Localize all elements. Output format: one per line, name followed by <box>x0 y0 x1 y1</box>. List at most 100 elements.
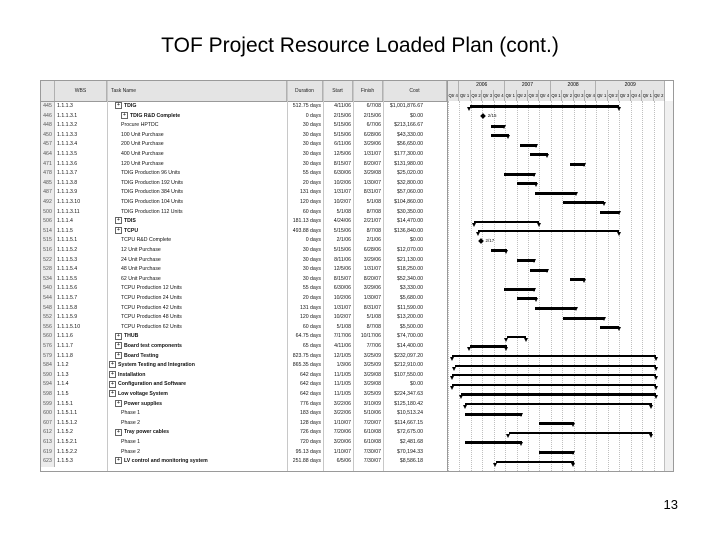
gantt-task-bar[interactable] <box>517 182 537 186</box>
gantt-task-bar[interactable] <box>504 172 535 176</box>
gantt-task-bar[interactable] <box>491 134 509 138</box>
gantt-task-bar[interactable] <box>563 201 605 205</box>
vertical-scrollbar[interactable] <box>664 101 673 471</box>
header-start[interactable]: Start <box>323 81 353 101</box>
table-row[interactable]: 619 1.1.5.2.2 Phase 2 95.13 days 1/10/07 7/30… <box>41 447 447 458</box>
table-row[interactable]: 607 1.1.5.1.2 Phase 2 128 days 1/10/07 7/20/0… <box>41 418 447 429</box>
gantt-task-bar[interactable] <box>530 153 548 157</box>
table-row[interactable]: 500 1.1.1.3.11 TDIG Production 112 Units 60… <box>41 207 447 218</box>
expand-icon[interactable]: + <box>115 457 122 465</box>
expand-icon[interactable]: + <box>115 351 122 359</box>
table-row[interactable]: 448 1.1.1.3.2 Procure HPTDC 30 days 5/15/06 6… <box>41 121 447 131</box>
table-row[interactable]: 552 1.1.1.5.9 TCPU Production 48 Units 120 … <box>41 313 447 323</box>
table-row[interactable]: 478 1.1.1.3.7 TDIG Production 96 Units 55 d… <box>41 169 447 179</box>
gantt-task-bar[interactable] <box>517 258 535 262</box>
table-row[interactable]: 450 1.1.1.3.3 100 Unit Purchase 30 days 5/15… <box>41 130 447 141</box>
gantt-task-bar[interactable] <box>465 441 522 445</box>
expand-icon[interactable]: + <box>115 399 122 407</box>
expand-icon[interactable]: + <box>115 342 122 350</box>
table-row[interactable]: 515 1.1.1.5.1 TCPU R&D Complete 0 days 2/1/0… <box>41 236 447 246</box>
table-row[interactable]: 556 1.1.1.5.10 TCPU Production 62 Units 60 … <box>41 322 447 333</box>
header-id[interactable] <box>41 81 55 101</box>
gantt-summary-bar[interactable] <box>452 374 657 377</box>
expand-icon[interactable]: + <box>115 226 122 234</box>
table-row[interactable]: 600 1.1.5.1.1 Phase 1 183 days 3/22/06 5/10/0… <box>41 409 447 419</box>
row-wbs: 1.1.4 <box>57 381 69 388</box>
gantt-summary-bar[interactable] <box>506 335 527 339</box>
gantt-summary-bar[interactable] <box>454 364 657 367</box>
gantt-task-bar[interactable] <box>569 162 585 166</box>
gantt-task-bar[interactable] <box>465 412 522 416</box>
table-row[interactable]: 540 1.1.1.5.6 TCPU Production 12 Units 55 d… <box>41 284 447 294</box>
gantt-task-bar[interactable] <box>504 287 535 291</box>
table-row[interactable]: 560 1.1.1.6 + THUB 64.75 days 7/17/06 10/17/06… <box>41 332 447 342</box>
gantt-summary-bar[interactable] <box>452 383 657 387</box>
header-finish[interactable]: Finish <box>353 81 383 101</box>
gantt-summary-bar[interactable] <box>452 354 657 358</box>
table-row[interactable]: 548 1.1.1.5.8 TCPU Production 42 Units 131 … <box>41 303 447 314</box>
table-row[interactable]: 485 1.1.1.3.8 TDIG Production 192 Units 20 … <box>41 178 447 189</box>
gantt-task-bar[interactable] <box>491 124 505 128</box>
gantt-summary-bar[interactable] <box>495 460 574 463</box>
gantt-summary-bar[interactable] <box>465 402 652 406</box>
gantt-summary-bar[interactable] <box>461 393 657 396</box>
table-row[interactable]: 584 1.1.2 + System Testing and Integration 8… <box>41 361 447 371</box>
table-row[interactable]: 623 1.1.5.3 + LV control and monitoring sys… <box>41 457 447 467</box>
gantt-task-bar[interactable] <box>569 278 585 282</box>
gantt-task-bar[interactable] <box>517 297 537 301</box>
table-row[interactable]: 506 1.1.1.4 + TDIS 181.13 days 4/24/06 2/21/07… <box>41 217 447 227</box>
gantt-task-bar[interactable] <box>599 326 620 330</box>
table-row[interactable]: 522 1.1.1.5.3 24 Unit Purchase 30 days 8/11/… <box>41 255 447 266</box>
table-row[interactable]: 528 1.1.1.5.4 48 Unit Purchase 30 days 12/5/… <box>41 265 447 275</box>
gantt-task-bar[interactable] <box>599 210 620 214</box>
table-row[interactable]: 516 1.1.1.5.2 12 Unit Purchase 30 days 5/15/… <box>41 246 447 256</box>
gantt-task-bar[interactable] <box>539 422 574 426</box>
table-row[interactable]: 613 1.1.5.2.1 Phase 1 720 days 3/20/06 6/10/0… <box>41 438 447 448</box>
expand-icon[interactable]: + <box>115 102 122 110</box>
gantt-task-bar[interactable] <box>519 143 537 147</box>
gantt-task-bar[interactable] <box>491 249 507 253</box>
expand-icon[interactable]: + <box>109 361 116 369</box>
header-wbs[interactable]: WBS <box>55 81 107 101</box>
gantt-milestone[interactable] <box>479 113 486 120</box>
table-row[interactable]: 471 1.1.1.3.6 120 Unit Purchase 30 days 8/15… <box>41 159 447 170</box>
header-duration[interactable]: Duration <box>287 81 323 101</box>
table-row[interactable]: 590 1.1.3 + Installation 642 days 11/1/05 3/29… <box>41 370 447 381</box>
header-cost[interactable]: Cost <box>383 81 447 101</box>
table-row[interactable]: 445 1.1.1.3 + TDIG 512.75 days 4/11/06 6/7/08 $… <box>41 102 447 112</box>
table-row[interactable]: 457 1.1.1.3.4 200 Unit Purchase 30 days 6/11… <box>41 140 447 150</box>
expand-icon[interactable]: + <box>109 370 116 378</box>
gantt-task-bar[interactable] <box>530 268 548 272</box>
table-row[interactable]: 594 1.1.4 + Configuration and Software 642 d… <box>41 380 447 390</box>
expand-icon[interactable]: + <box>109 390 116 398</box>
expand-icon[interactable]: + <box>115 217 122 225</box>
table-row[interactable]: 487 1.1.1.3.9 TDIG Production 384 Units 131… <box>41 188 447 198</box>
table-row[interactable]: 579 1.1.1.8 + Board Testing 823.75 days 12/1/… <box>41 351 447 362</box>
gantt-summary-bar[interactable] <box>474 220 540 223</box>
table-row[interactable]: 598 1.1.5 + Low voltage System 642 days 11/1/… <box>41 390 447 400</box>
expand-icon[interactable]: + <box>115 332 122 340</box>
gantt-summary-bar[interactable] <box>469 105 620 108</box>
table-row[interactable]: 464 1.1.1.3.5 400 Unit Purchase 30 days 12/5… <box>41 150 447 160</box>
table-row[interactable]: 544 1.1.1.5.7 TCPU Production 24 Units 20 d… <box>41 294 447 304</box>
header-task-name[interactable]: Task Name <box>107 81 287 101</box>
summary-cap <box>653 366 658 371</box>
gantt-task-bar[interactable] <box>539 450 574 454</box>
gantt-summary-bar[interactable] <box>478 230 620 233</box>
expand-icon[interactable]: + <box>121 111 128 119</box>
table-row[interactable]: 446 1.1.1.3.1 + TDIG R&D Complete 0 days 2/15… <box>41 111 447 122</box>
table-row[interactable]: 576 1.1.1.7 + Board test components 65 days 4… <box>41 342 447 352</box>
gantt-summary-bar[interactable] <box>508 431 652 435</box>
summary-cap <box>653 385 658 390</box>
table-row[interactable]: 492 1.1.1.3.10 TDIG Production 104 Units 12… <box>41 198 447 208</box>
table-row[interactable]: 612 1.1.5.2 + Tray power cables 726 days 7/20… <box>41 428 447 438</box>
table-row[interactable]: 514 1.1.1.5 + TCPU 493.88 days 5/15/06 8/7/08 $… <box>41 226 447 237</box>
gantt-task-bar[interactable] <box>563 316 605 320</box>
table-row[interactable]: 534 1.1.1.5.5 62 Unit Purchase 30 days 8/15/… <box>41 274 447 285</box>
expand-icon[interactable]: + <box>109 380 116 388</box>
expand-icon[interactable]: + <box>115 428 122 436</box>
table-row[interactable]: 599 1.1.5.1 + Power supplies 776 days 3/22/06… <box>41 399 447 410</box>
gantt-task-bar[interactable] <box>534 306 577 310</box>
gantt-task-bar[interactable] <box>534 191 577 195</box>
gantt-summary-bar[interactable] <box>469 345 507 348</box>
